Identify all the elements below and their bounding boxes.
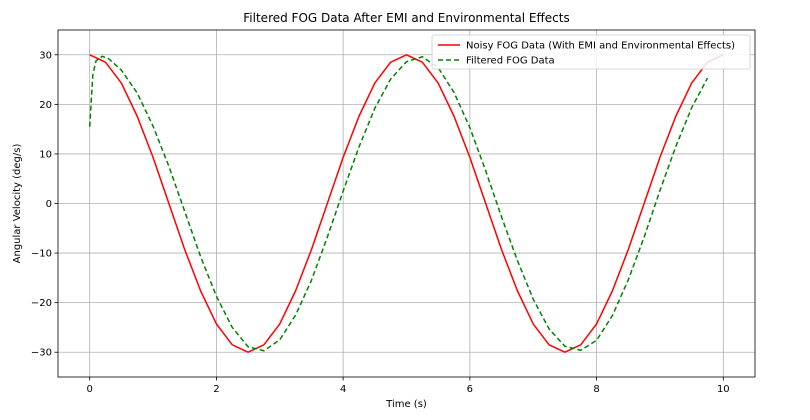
- series-line-noisy: [89, 54, 724, 353]
- legend-box: [431, 34, 751, 70]
- y-axis-label: Angular Velocity (deg/s): [12, 144, 23, 264]
- grid-layer: [58, 30, 755, 377]
- x-tick-label: 2: [213, 384, 219, 395]
- chart-title: Filtered FOG Data After EMI and Environm…: [243, 11, 569, 25]
- legend-label-noisy: Noisy FOG Data (With EMI and Environment…: [466, 41, 735, 52]
- legend-label-filtered: Filtered FOG Data: [466, 56, 555, 67]
- y-tick-label: 30: [39, 50, 52, 61]
- x-tick-label: 0: [86, 384, 92, 395]
- legend: Noisy FOG Data (With EMI and Environment…: [431, 34, 751, 70]
- x-tick-label: 10: [717, 384, 730, 395]
- series-line-filtered: [88, 55, 709, 352]
- x-tick-label: 8: [593, 384, 599, 395]
- y-tick-label: −10: [31, 249, 52, 260]
- series-layer: [88, 54, 724, 353]
- y-tick-label: 0: [46, 199, 52, 210]
- x-axis-label: Time (s): [385, 399, 427, 410]
- y-tick-label: −20: [31, 298, 52, 309]
- x-tick-label: 6: [467, 384, 473, 395]
- y-tick-label: 20: [39, 100, 52, 111]
- x-tick-label: 4: [340, 384, 346, 395]
- y-tick-label: −30: [31, 348, 52, 359]
- tick-layer: 0 2 4 6 8 10 −30 −20 −10 0 10 20 30: [31, 50, 730, 395]
- y-tick-label: 10: [39, 149, 52, 160]
